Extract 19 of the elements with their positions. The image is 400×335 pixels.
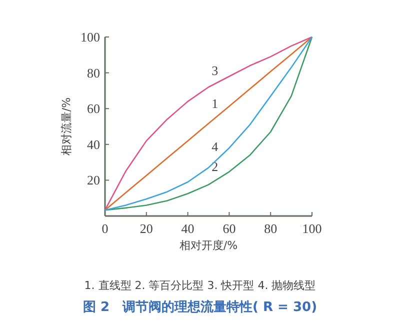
series-label: 4 (212, 138, 219, 154)
x-tick-label: 100 (302, 221, 322, 236)
x-axis-title: 相对开度/% (179, 239, 238, 252)
y-tick-label: 80 (87, 65, 100, 80)
y-tick-label: 100 (80, 30, 100, 44)
x-tick-label: 80 (264, 221, 278, 236)
series-label: 1 (212, 96, 218, 111)
y-tick-label: 40 (87, 136, 100, 152)
x-tick-label: 60 (222, 221, 236, 236)
x-tick-label: 40 (181, 221, 194, 236)
y-tick-label: 60 (87, 101, 100, 116)
line-series (104, 36, 313, 211)
y-tick-label: 20 (87, 172, 100, 188)
text: 图 2 调节阀的理想流量特性( R = 30) (82, 299, 318, 315)
x-tick-label: 0 (102, 221, 108, 236)
y-axis-title: 相对流量/% (60, 97, 73, 156)
x-tick-label: 20 (140, 221, 153, 236)
text: 1. 直线型 2. 等百分比型 3. 快开型 4. 抛物线型 (84, 279, 316, 292)
series-label: 3 (212, 62, 218, 78)
